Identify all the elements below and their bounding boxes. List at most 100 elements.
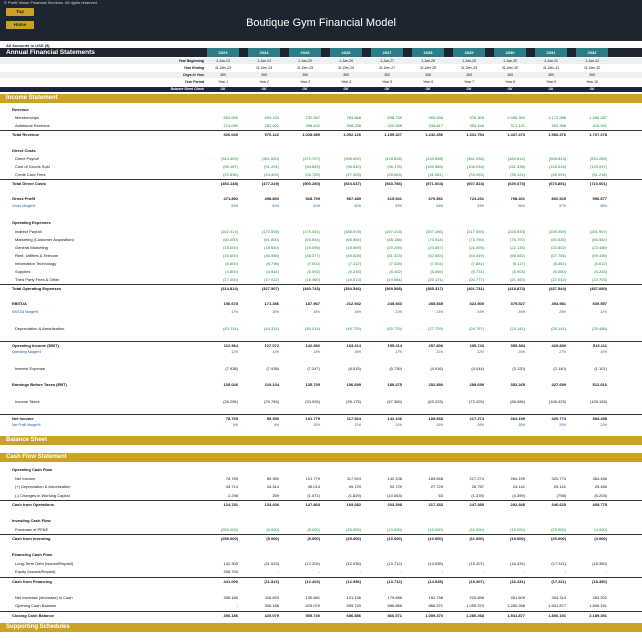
- value-cell: (1.378): [471, 492, 484, 498]
- value-cell: 1.059.370: [425, 612, 443, 618]
- period-cell: 1-Jan-31: [544, 59, 558, 63]
- balance-sheet-header[interactable]: Balance Sheet: [0, 436, 642, 445]
- table-row: (-) Changes in Working Capital 2.298 259 (1…: [0, 492, 642, 499]
- row-label: Net Income: [12, 415, 34, 421]
- value-cell: (5.565): [430, 269, 443, 274]
- value-cell: (5.903): [512, 269, 525, 274]
- value-cell: (6.515): [348, 366, 361, 372]
- value-cell: (5.731): [471, 269, 484, 274]
- cash-flow-header[interactable]: Cash Flow Statement: [0, 453, 642, 462]
- row-label: EBITDA: [12, 301, 27, 307]
- value-cell: (162.414): [220, 228, 238, 234]
- row-label: (-) Changes in Working Capital: [15, 492, 70, 498]
- value-cell: (80.535): [551, 236, 566, 242]
- top-button[interactable]: Top: [6, 8, 34, 16]
- value-cell: 1.806.191: [589, 603, 607, 608]
- value-cell: (60.000): [223, 236, 238, 242]
- value-cell: 352.265: [510, 382, 525, 388]
- value-cell: 429.839: [551, 342, 566, 348]
- value-cell: 295.743: [469, 342, 484, 348]
- balance-check-cell: OK: [220, 87, 226, 91]
- value-cell: (27.303): [346, 171, 361, 177]
- value-cell: (56.082): [510, 252, 525, 258]
- value-cell: 212.942: [346, 301, 361, 307]
- period-cell: 365: [466, 73, 472, 77]
- afs-title: Annual Financial Statements: [6, 49, 95, 56]
- value-cell: 1.028.989: [302, 132, 320, 138]
- value-cell: 24%: [477, 309, 484, 314]
- value-cell: (20.777): [469, 277, 484, 283]
- value-cell: 163.214: [346, 342, 361, 348]
- row-label: Net Income: [15, 475, 36, 481]
- value-cell: 23%: [600, 422, 607, 427]
- value-cell: 670.851: [428, 196, 443, 202]
- value-cell: (361.620): [261, 155, 279, 161]
- value-cell: (49.729): [346, 325, 361, 331]
- table-row: Gross Profit 471.892 498.893 528.709 567.489…: [0, 195, 642, 202]
- value-cell: (29.783): [264, 398, 279, 404]
- value-cell: (63.223): [428, 398, 443, 404]
- value-cell: (106.034): [466, 163, 484, 169]
- period-cell: 31-Dec-29: [460, 66, 478, 70]
- balance-check-cell: OK: [589, 87, 595, 91]
- table-row: Third Party Fees & Other (17.400) (17.922)…: [0, 276, 642, 283]
- value-cell: (7.651): [430, 260, 443, 266]
- table-row: Cash from Investing (255.000) (5.000) (5.00…: [0, 534, 642, 542]
- value-cell: 976.122: [264, 132, 279, 138]
- value-cell: (239.959): [548, 228, 566, 234]
- income-statement-header[interactable]: Income Statement: [0, 94, 642, 103]
- period-cell: 366: [589, 73, 595, 77]
- table-row: Long-Term Debt (Issued/Repaid) 132.300 (11…: [0, 560, 642, 567]
- value-cell: 724.231: [469, 196, 484, 202]
- table-row: Direct Payroll (344.400) (361.620) (379.707…: [0, 155, 642, 162]
- value-cell: 1.159.327: [384, 132, 402, 138]
- value-cell: (14.535): [428, 560, 443, 566]
- period-cell: Year 7: [463, 80, 475, 84]
- table-row: Cash from Financing 441.000 (11.513) (12.20…: [0, 576, 642, 585]
- value-cell: 58%: [600, 204, 607, 209]
- value-cell: (6.080): [553, 269, 566, 274]
- spacer-row: [0, 509, 642, 516]
- value-cell: (7.428): [389, 260, 402, 266]
- value-cell: 105.026: [223, 382, 238, 388]
- value-cell: (84.562): [592, 236, 607, 242]
- value-cell: (7.247): [307, 366, 320, 372]
- period-cell: 366: [261, 73, 267, 77]
- value-cell: (59.498): [592, 252, 607, 258]
- table-row: Interest Expense (7.938) (7.938) (7.247) (6.…: [0, 365, 642, 372]
- spacer-row: [0, 543, 642, 550]
- value-cell: 1.437.473: [507, 132, 525, 138]
- value-cell: 285.535: [428, 301, 443, 307]
- spacer-row: [0, 333, 642, 340]
- period-cell: 31-Dec-28: [419, 66, 437, 70]
- value-cell: 384.458: [592, 475, 607, 481]
- value-cell: 16%: [477, 422, 484, 427]
- value-cell: (179.061): [302, 228, 320, 234]
- value-cell: 274.040: [223, 123, 238, 129]
- value-cell: (24.141): [510, 325, 525, 331]
- value-cell: 217.333: [428, 502, 443, 507]
- value-cell: (207.286): [425, 228, 443, 234]
- value-cell: (15.000): [510, 526, 525, 532]
- value-cell: 1.280.268: [466, 612, 484, 618]
- value-cell: (571.604): [425, 180, 443, 186]
- value-cell: (26.757): [469, 325, 484, 331]
- value-cell: 12%: [395, 422, 402, 427]
- value-cell: 695.120: [264, 115, 279, 121]
- balance-check-cell: OK: [507, 87, 513, 91]
- value-cell: (398.692): [343, 155, 361, 161]
- value-cell: 22%: [477, 350, 484, 354]
- value-cell: 405.775: [592, 502, 607, 507]
- value-cell: 217.274: [469, 415, 484, 421]
- value-cell: (6.600): [225, 260, 238, 266]
- home-button[interactable]: Home: [6, 21, 34, 29]
- value-cell: (20.836): [223, 171, 238, 177]
- period-row: Year Period Year 1 Year 2 Year 3 Year 4 Year …: [0, 79, 642, 85]
- value-cell: 14%: [313, 350, 320, 354]
- balance-check-cell: OK: [425, 87, 431, 91]
- value-cell: (31.061): [428, 171, 443, 177]
- value-cell: 686.886: [346, 612, 361, 618]
- supporting-schedules-header[interactable]: Supporting Schedules: [0, 623, 642, 632]
- value-cell: 427.699: [551, 382, 566, 388]
- value-cell: 189.475: [387, 382, 402, 388]
